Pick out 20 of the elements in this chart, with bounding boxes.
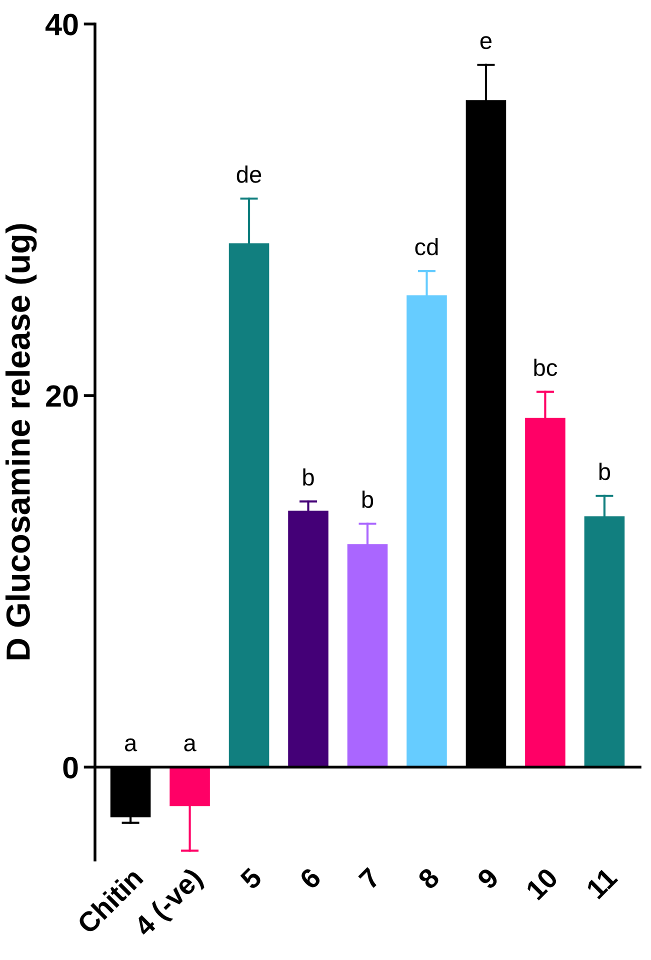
annotation: a [184, 738, 196, 752]
x-tick-label: 9 [476, 866, 500, 890]
x-tick-label: 11 [586, 866, 618, 900]
annotation: e [480, 36, 492, 50]
y-tick-label: 40 [46, 14, 78, 36]
annotation: bc [534, 358, 558, 376]
x-tick-label: 6 [298, 866, 322, 890]
y-tick-label: 20 [46, 385, 78, 407]
annotation: a [124, 738, 138, 752]
annotation: b [599, 462, 610, 480]
x-tick-label: 5 [239, 866, 263, 890]
x-tick-label: 8 [416, 866, 441, 890]
annotation: de [236, 166, 262, 183]
x-tick-label: 10 [525, 866, 559, 901]
y-axis-title: D Glucosamine release (ug) [5, 224, 37, 660]
annotation: b [303, 468, 314, 486]
annotation: cd [415, 238, 438, 256]
x-tick-label: 7 [358, 867, 381, 890]
y-tick-label: 0 [63, 756, 78, 778]
annotation: b [362, 490, 374, 508]
